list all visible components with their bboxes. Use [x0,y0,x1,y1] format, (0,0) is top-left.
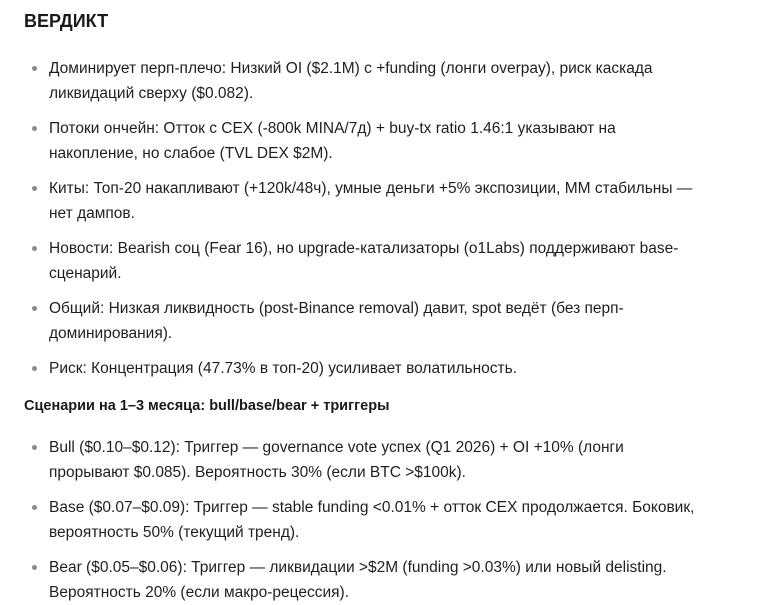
list-item-text: Доминирует перп-плечо: Низкий OI ($2.1M)… [49,60,653,77]
scenarios-list: Bull ($0.10–$0.12): Триггер — governance… [24,435,774,605]
list-item-text: Новости: Bearish соц (Fear 16), но upgra… [49,240,679,257]
list-item-text: Вероятность 20% (если макро-рецессия). [49,584,350,601]
list-item: Потоки ончейн: Отток с CEX (-800k MINA/7… [24,116,774,166]
list-item-text: Киты: Топ-20 накапливают (+120k/48ч), ум… [49,180,693,197]
list-item: Киты: Топ-20 накапливают (+120k/48ч), ум… [24,176,774,226]
list-item: Base ($0.07–$0.09): Триггер — stable fun… [24,495,774,545]
list-item: Bear ($0.05–$0.06): Триггер — ликвидации… [24,555,774,605]
list-item-text: сценарий. [49,265,122,282]
bullet-icon [32,246,37,251]
scenarios-heading: Сценарии на 1–3 месяца: bull/base/bear +… [24,398,390,414]
bullet-icon [32,306,37,311]
list-item-text: ликвидаций сверху ($0.082). [49,85,254,102]
bullet-icon [32,505,37,510]
list-item: Риск: Концентрация (47.73% в топ-20) уси… [24,356,774,381]
list-item: Общий: Низкая ликвидность (post-Binance … [24,296,774,346]
list-item-text: Base ($0.07–$0.09): Триггер — stable fun… [49,499,695,516]
list-item: Новости: Bearish соц (Fear 16), но upgra… [24,236,774,286]
verdict-list: Доминирует перп-плечо: Низкий OI ($2.1M)… [24,56,774,381]
list-item-text: доминирования). [49,325,173,342]
list-item-text: Bear ($0.05–$0.06): Триггер — ликвидации… [49,559,667,576]
bullet-icon [32,445,37,450]
bullet-icon [32,126,37,131]
list-item: Доминирует перп-плечо: Низкий OI ($2.1M)… [24,56,774,106]
bullet-icon [32,366,37,371]
list-item: Bull ($0.10–$0.12): Триггер — governance… [24,435,774,485]
bullet-icon [32,565,37,570]
list-item-text: Общий: Низкая ликвидность (post-Binance … [49,300,624,317]
list-item-text: прорывают $0.085). Вероятность 30% (если… [49,464,466,481]
list-item-text: Bull ($0.10–$0.12): Триггер — governance… [49,439,624,456]
list-item-text: Потоки ончейн: Отток с CEX (-800k MINA/7… [49,120,616,137]
bullet-icon [32,66,37,71]
list-item-text: Риск: Концентрация (47.73% в топ-20) уси… [49,360,518,377]
bullet-icon [32,186,37,191]
list-item-text: накопление, но слабое (TVL DEX $2M). [49,145,333,162]
list-item-text: вероятность 50% (текущий тренд). [49,524,300,541]
list-item-text: нет дампов. [49,205,135,222]
verdict-heading: ВЕРДИКТ [24,11,109,31]
